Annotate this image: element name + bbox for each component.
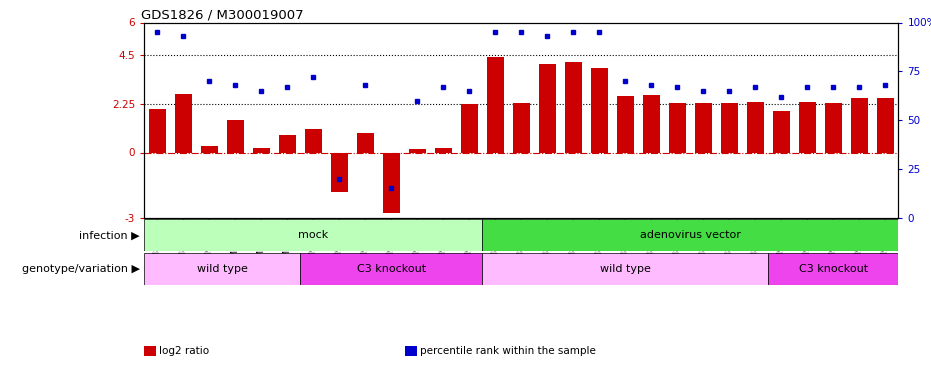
Bar xyxy=(409,149,425,153)
Bar xyxy=(331,153,348,192)
Bar xyxy=(201,146,218,153)
Bar xyxy=(617,96,634,153)
Text: infection ▶: infection ▶ xyxy=(79,230,140,240)
Bar xyxy=(149,109,166,153)
Bar xyxy=(253,148,270,153)
Text: wild type: wild type xyxy=(600,264,651,274)
Bar xyxy=(279,135,296,153)
Text: C3 knockout: C3 knockout xyxy=(799,264,868,274)
Bar xyxy=(721,103,738,153)
Bar xyxy=(851,98,868,153)
Bar xyxy=(643,95,660,153)
Bar xyxy=(877,98,894,153)
Bar xyxy=(799,102,816,153)
Bar xyxy=(144,253,301,285)
Bar xyxy=(695,103,712,153)
Bar xyxy=(539,64,556,153)
Bar xyxy=(482,253,768,285)
Bar xyxy=(591,68,608,153)
Text: mock: mock xyxy=(298,230,329,240)
Bar xyxy=(825,103,842,153)
Bar xyxy=(357,133,373,153)
Bar xyxy=(747,102,763,153)
Text: C3 knockout: C3 knockout xyxy=(357,264,425,274)
Bar xyxy=(301,253,482,285)
Bar xyxy=(482,219,898,251)
Bar xyxy=(513,103,530,153)
Text: log2 ratio: log2 ratio xyxy=(159,346,209,356)
Text: GDS1826 / M300019007: GDS1826 / M300019007 xyxy=(141,8,304,21)
Bar xyxy=(144,219,482,251)
Bar xyxy=(383,153,399,213)
Bar xyxy=(768,253,898,285)
Bar xyxy=(461,104,478,153)
Text: genotype/variation ▶: genotype/variation ▶ xyxy=(21,264,140,274)
Bar xyxy=(565,62,582,153)
Bar xyxy=(435,148,452,153)
Bar xyxy=(773,111,789,153)
Text: adenovirus vector: adenovirus vector xyxy=(640,230,741,240)
Bar xyxy=(487,57,504,153)
Bar xyxy=(175,94,192,153)
Bar xyxy=(227,120,244,153)
Text: wild type: wild type xyxy=(196,264,248,274)
Text: percentile rank within the sample: percentile rank within the sample xyxy=(420,346,596,356)
Bar xyxy=(304,129,322,153)
Bar xyxy=(669,103,686,153)
